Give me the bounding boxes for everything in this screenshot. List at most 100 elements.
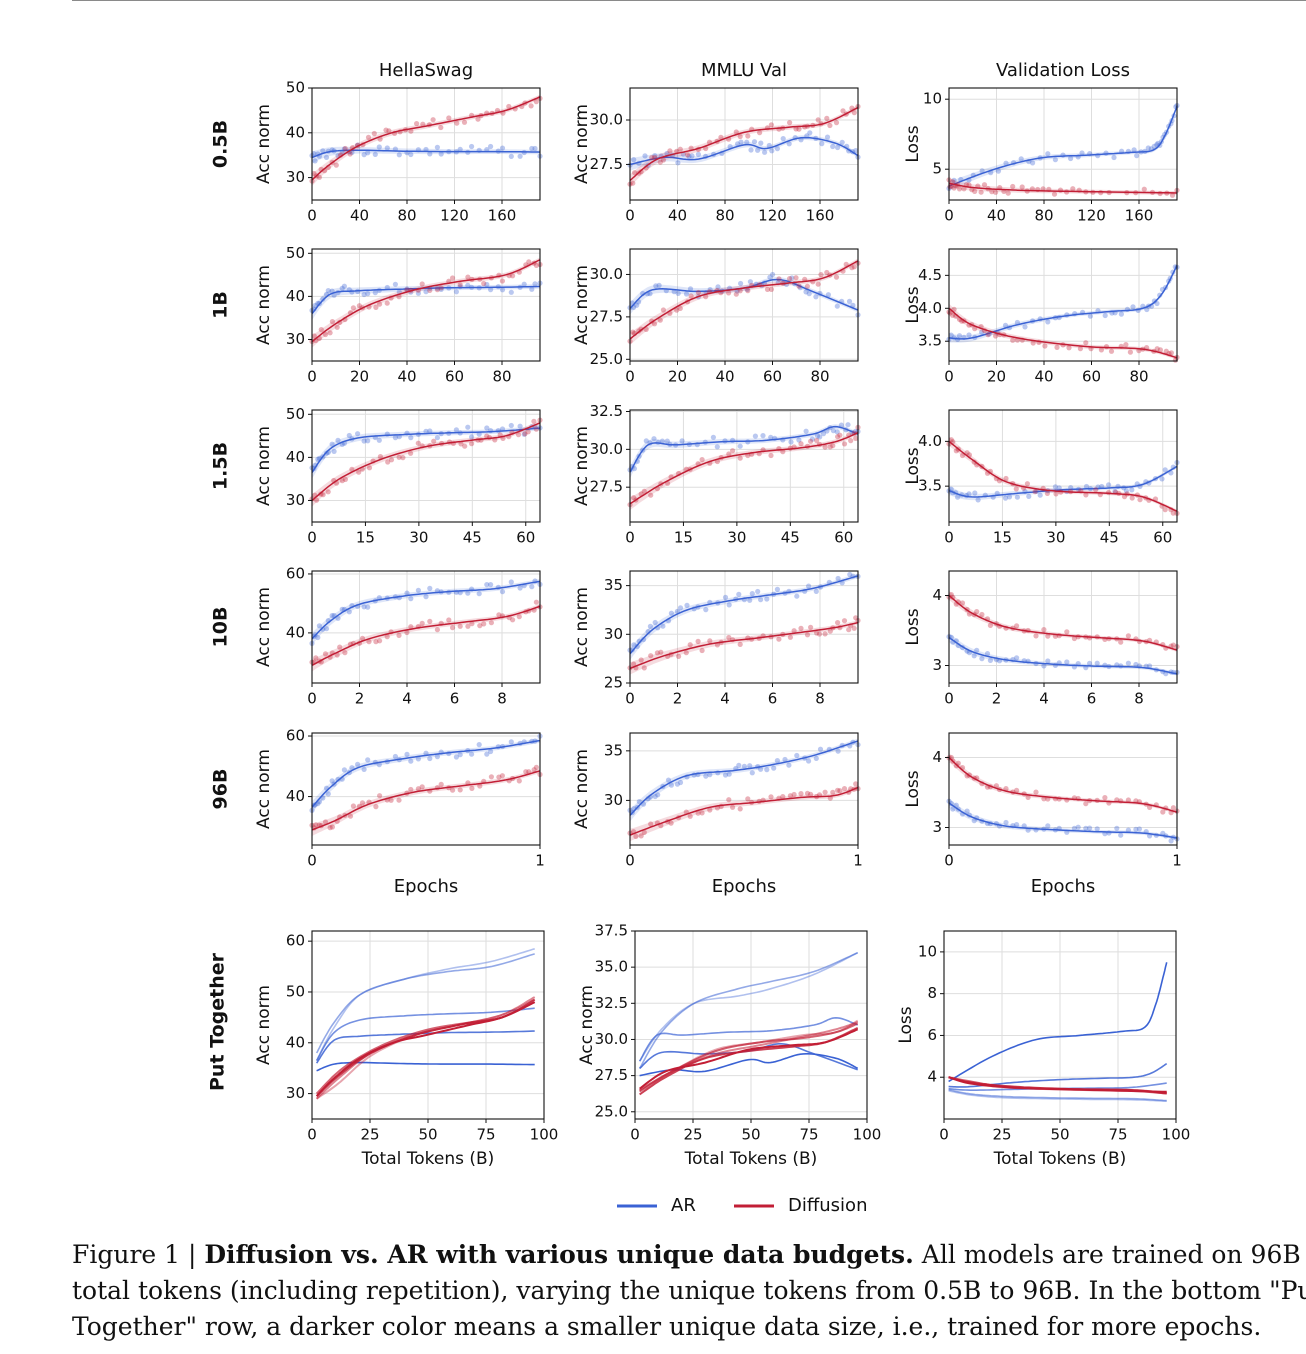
- diffusion-point: [1137, 497, 1143, 503]
- xtick-label: 45: [781, 529, 800, 547]
- ar-line: [629, 136, 859, 166]
- row-label-2: 1.5B: [210, 442, 232, 490]
- ar-point: [408, 435, 414, 441]
- ar-point: [966, 332, 972, 338]
- xtick-label: 15: [674, 529, 693, 547]
- tokens-xlabel-0: Total Tokens (B): [361, 1149, 495, 1169]
- diffusion-point: [978, 189, 984, 195]
- ytick-label: 4.0: [918, 299, 942, 317]
- ar-point: [349, 149, 355, 156]
- diffusion-point: [657, 317, 663, 323]
- row-label-3: 10B: [210, 607, 232, 648]
- diffusion-point: [632, 170, 638, 176]
- ar-point: [955, 494, 961, 500]
- diffusion-point: [339, 478, 345, 484]
- ar-point: [819, 141, 825, 147]
- ar-point: [423, 428, 429, 434]
- ar-point: [320, 296, 326, 302]
- diffusion-point: [835, 787, 841, 793]
- diffusion-point: [830, 789, 836, 795]
- diffusion-band: [630, 620, 858, 675]
- diffusion-point: [1070, 186, 1076, 192]
- diffusion-point: [1168, 350, 1174, 356]
- diffusion-point: [959, 600, 966, 606]
- ar-line: [948, 636, 1178, 675]
- xtick-label: 20: [668, 368, 687, 386]
- diffusion-point: [533, 262, 540, 268]
- xtick-label: 8: [1134, 690, 1144, 708]
- ar-line: [311, 149, 541, 159]
- ar-point: [1002, 322, 1009, 328]
- diffusion-point: [1125, 633, 1131, 639]
- xtick-label: 75: [799, 1126, 818, 1144]
- ar-point: [640, 636, 647, 643]
- diffusion-band: [630, 105, 858, 187]
- ar-point: [814, 433, 821, 439]
- ar-point: [647, 623, 654, 630]
- ytick-label: 4.0: [918, 432, 942, 450]
- ar-point: [806, 291, 812, 297]
- diffusion-point: [989, 189, 995, 195]
- ar-point: [508, 579, 514, 585]
- diffusion-point: [776, 636, 782, 642]
- ar-point: [376, 144, 382, 150]
- diffusion-point: [796, 283, 802, 289]
- ar-point: [834, 429, 840, 435]
- diffusion-point: [334, 324, 340, 330]
- ar-point: [469, 434, 475, 440]
- ar-point: [820, 431, 827, 437]
- xtick-label: 50: [1050, 1126, 1069, 1144]
- diffusion-point: [1103, 344, 1110, 350]
- diffusion-point: [1121, 494, 1128, 500]
- diffusion-point: [1040, 186, 1046, 192]
- ylabel: Acc norm: [254, 265, 274, 345]
- diffusion-point: [322, 651, 329, 657]
- diffusion-point: [822, 789, 828, 795]
- diffusion-point: [953, 763, 959, 769]
- ar-point: [396, 152, 402, 158]
- panel-3-0: 40 60 0 2 4 6 8: [286, 564, 543, 708]
- diffusion-point: [1123, 342, 1129, 348]
- diffusion-point: [791, 628, 797, 634]
- ar-point: [339, 606, 345, 612]
- ar-point: [1045, 151, 1051, 157]
- diffusion-point: [408, 128, 414, 134]
- xtick-label: 0: [307, 1126, 317, 1144]
- panel-0-0: 30 40 50 0 40 80 120 160: [286, 79, 543, 225]
- diffusion-point: [461, 119, 468, 125]
- diffusion-band: [312, 257, 540, 348]
- diffusion-point: [953, 448, 959, 454]
- ar-point: [392, 753, 398, 760]
- diffusion-point: [718, 134, 724, 140]
- ar-point: [1003, 160, 1009, 166]
- ytick-label: 27.5: [590, 478, 623, 496]
- ylabel: Acc norm: [572, 749, 592, 829]
- xtick-label: 40: [715, 368, 734, 386]
- diffusion-point: [450, 625, 456, 631]
- diffusion-point: [695, 810, 701, 816]
- ar-point: [737, 443, 743, 449]
- ar-point: [404, 590, 410, 596]
- ar-point: [1014, 655, 1020, 661]
- caption-line-3: Together" row, a darker color means a sm…: [72, 1312, 1262, 1341]
- ar-point: [341, 283, 347, 289]
- xtick-label: 60: [763, 368, 782, 386]
- ytick-label: 3: [932, 818, 942, 836]
- diffusion-point: [496, 612, 502, 618]
- panel-3-2: 3 4 0 2 4 6 8: [932, 570, 1180, 708]
- ar-4-line: [315, 948, 535, 1061]
- diffusion-point: [337, 644, 343, 650]
- diffusion-line: [629, 106, 859, 181]
- ar-point: [738, 280, 744, 287]
- diffusion-point: [373, 639, 379, 645]
- diffusion-point: [950, 594, 956, 600]
- xtick-label: 2: [992, 690, 1002, 708]
- ar-point: [529, 286, 535, 292]
- ar-point: [758, 597, 764, 603]
- diffusion-point: [531, 418, 537, 424]
- ylabel: Loss: [903, 125, 923, 162]
- diffusion-4-line: [948, 1076, 1167, 1095]
- xtick-label: 120: [440, 207, 469, 225]
- ar-point: [736, 762, 742, 768]
- column-title-1: MMLU Val: [701, 60, 787, 81]
